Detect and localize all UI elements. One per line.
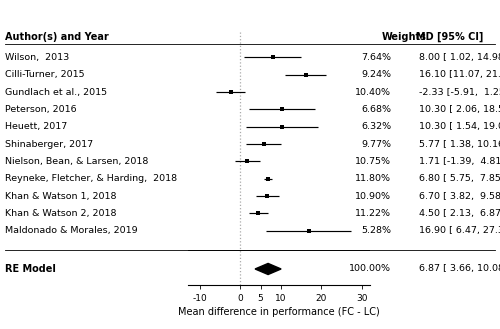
Text: Gundlach et al., 2015: Gundlach et al., 2015 xyxy=(5,88,107,96)
Text: Khan & Watson 2, 2018: Khan & Watson 2, 2018 xyxy=(5,209,116,218)
Text: Shinaberger, 2017: Shinaberger, 2017 xyxy=(5,139,93,149)
Text: 8.00 [ 1.02, 14.98]: 8.00 [ 1.02, 14.98] xyxy=(419,53,500,62)
Text: Peterson, 2016: Peterson, 2016 xyxy=(5,105,76,114)
Text: 1.71 [-1.39,  4.81]: 1.71 [-1.39, 4.81] xyxy=(419,157,500,166)
Text: 10.40%: 10.40% xyxy=(355,88,391,96)
Text: MD [95% CI]: MD [95% CI] xyxy=(416,31,484,42)
Text: 6.68%: 6.68% xyxy=(361,105,391,114)
Text: 10.30 [ 1.54, 19.06]: 10.30 [ 1.54, 19.06] xyxy=(419,122,500,131)
Text: 6.87 [ 3.66, 10.08]: 6.87 [ 3.66, 10.08] xyxy=(419,265,500,273)
Text: 16.10 [11.07, 21.13]: 16.10 [11.07, 21.13] xyxy=(419,70,500,79)
Text: Maldonado & Morales, 2019: Maldonado & Morales, 2019 xyxy=(5,226,138,235)
Text: 5.77 [ 1.38, 10.16]: 5.77 [ 1.38, 10.16] xyxy=(419,139,500,149)
Text: 6.32%: 6.32% xyxy=(361,122,391,131)
Text: Heuett, 2017: Heuett, 2017 xyxy=(5,122,67,131)
Text: RE Model: RE Model xyxy=(5,264,56,274)
Text: Khan & Watson 1, 2018: Khan & Watson 1, 2018 xyxy=(5,191,116,201)
Text: Wilson,  2013: Wilson, 2013 xyxy=(5,53,69,62)
Text: 6.70 [ 3.82,  9.58]: 6.70 [ 3.82, 9.58] xyxy=(419,191,500,201)
Text: 11.80%: 11.80% xyxy=(355,174,391,183)
Text: 4.50 [ 2.13,  6.87]: 4.50 [ 2.13, 6.87] xyxy=(419,209,500,218)
Text: Nielson, Bean, & Larsen, 2018: Nielson, Bean, & Larsen, 2018 xyxy=(5,157,148,166)
X-axis label: Mean difference in performance (FC - LC): Mean difference in performance (FC - LC) xyxy=(178,307,380,317)
Text: Weights: Weights xyxy=(382,32,427,41)
Text: 11.22%: 11.22% xyxy=(355,209,391,218)
Text: 10.90%: 10.90% xyxy=(355,191,391,201)
Text: 10.75%: 10.75% xyxy=(355,157,391,166)
Text: 6.80 [ 5.75,  7.85]: 6.80 [ 5.75, 7.85] xyxy=(419,174,500,183)
Text: 9.24%: 9.24% xyxy=(361,70,391,79)
Text: Reyneke, Fletcher, & Harding,  2018: Reyneke, Fletcher, & Harding, 2018 xyxy=(5,174,177,183)
Text: 100.00%: 100.00% xyxy=(349,265,391,273)
Text: 9.77%: 9.77% xyxy=(361,139,391,149)
Text: 16.90 [ 6.47, 27.33]: 16.90 [ 6.47, 27.33] xyxy=(419,226,500,235)
Polygon shape xyxy=(255,264,281,274)
Text: 10.30 [ 2.06, 18.54]: 10.30 [ 2.06, 18.54] xyxy=(419,105,500,114)
Text: -2.33 [-5.91,  1.25]: -2.33 [-5.91, 1.25] xyxy=(419,88,500,96)
Text: 5.28%: 5.28% xyxy=(361,226,391,235)
Text: Author(s) and Year: Author(s) and Year xyxy=(5,32,109,41)
Text: Cilli-Turner, 2015: Cilli-Turner, 2015 xyxy=(5,70,84,79)
Text: 7.64%: 7.64% xyxy=(361,53,391,62)
